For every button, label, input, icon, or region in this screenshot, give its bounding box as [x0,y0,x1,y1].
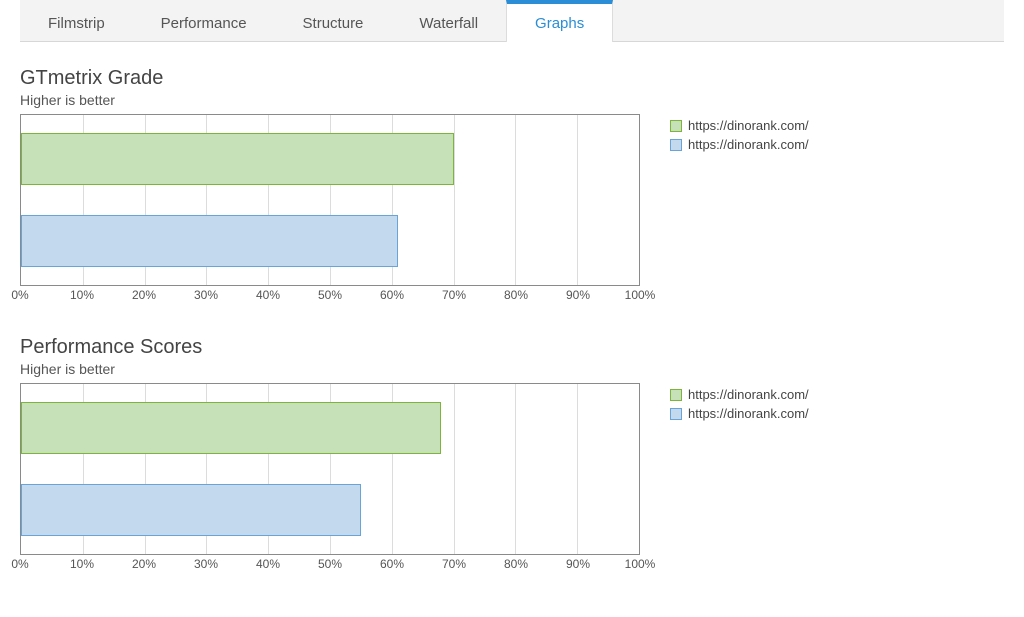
x-axis-label: 20% [132,288,156,302]
x-axis-label: 90% [566,288,590,302]
tab-graphs[interactable]: Graphs [506,0,613,42]
x-axis: 0%10%20%30%40%50%60%70%80%90%100% [20,288,640,306]
chart-block: GTmetrix GradeHigher is better0%10%20%30… [20,67,1004,306]
plot-column: 0%10%20%30%40%50%60%70%80%90%100% [20,114,640,306]
chart-row: 0%10%20%30%40%50%60%70%80%90%100%https:/… [20,114,1004,306]
chart-plot [20,383,640,555]
chart-bar [21,133,454,185]
chart-bar [21,402,441,454]
legend-item: https://dinorank.com/ [670,137,809,152]
x-axis-label: 100% [625,557,656,571]
chart-title: Performance Scores [20,336,1004,359]
chart-plot [20,114,640,286]
chart-block: Performance ScoresHigher is better0%10%2… [20,336,1004,575]
legend-swatch [670,139,682,151]
x-axis-label: 0% [11,557,28,571]
gridline [454,384,455,554]
gridline [577,384,578,554]
x-axis-label: 60% [380,557,404,571]
x-axis-label: 70% [442,288,466,302]
legend-label: https://dinorank.com/ [688,118,809,133]
chart-row: 0%10%20%30%40%50%60%70%80%90%100%https:/… [20,383,1004,575]
gridline [577,115,578,285]
tab-waterfall[interactable]: Waterfall [391,0,506,41]
chart-title: GTmetrix Grade [20,67,1004,90]
x-axis-label: 30% [194,557,218,571]
charts-container: GTmetrix Grade Higher is better 0% 10% 20% 30… [0,67,1024,575]
x-axis-label: 0% [11,288,28,302]
gridline [515,384,516,554]
legend-label: https://dinorank.com/ [688,406,809,421]
plot-column: 0%10%20%30%40%50%60%70%80%90%100% [20,383,640,575]
x-axis: 0%10%20%30%40%50%60%70%80%90%100% [20,557,640,575]
chart-bar [21,215,398,267]
legend-item: https://dinorank.com/ [670,406,809,421]
x-axis-label: 100% [625,288,656,302]
legend-swatch [670,120,682,132]
x-axis-label: 90% [566,557,590,571]
gridline [454,115,455,285]
legend-item: https://dinorank.com/ [670,118,809,133]
x-axis-label: 60% [380,288,404,302]
chart-legend: https://dinorank.com/https://dinorank.co… [670,118,809,156]
x-axis-label: 20% [132,557,156,571]
x-axis-label: 70% [442,557,466,571]
x-axis-label: 80% [504,557,528,571]
tab-performance[interactable]: Performance [133,0,275,41]
x-axis-label: 80% [504,288,528,302]
x-axis-label: 50% [318,557,342,571]
legend-label: https://dinorank.com/ [688,137,809,152]
x-axis-label: 30% [194,288,218,302]
legend-label: https://dinorank.com/ [688,387,809,402]
chart-subtitle: Higher is better [20,92,1004,108]
legend-swatch [670,408,682,420]
x-axis-label: 40% [256,288,280,302]
x-axis-label: 10% [70,557,94,571]
tab-filmstrip[interactable]: Filmstrip [20,0,133,41]
chart-legend: https://dinorank.com/https://dinorank.co… [670,387,809,425]
tab-structure[interactable]: Structure [275,0,392,41]
gridline [515,115,516,285]
x-axis-label: 40% [256,557,280,571]
chart-subtitle: Higher is better [20,361,1004,377]
x-axis-label: 50% [318,288,342,302]
tabs-bar: FilmstripPerformanceStructureWaterfallGr… [20,0,1004,42]
x-axis-label: 10% [70,288,94,302]
legend-item: https://dinorank.com/ [670,387,809,402]
legend-swatch [670,389,682,401]
chart-bar [21,484,361,536]
